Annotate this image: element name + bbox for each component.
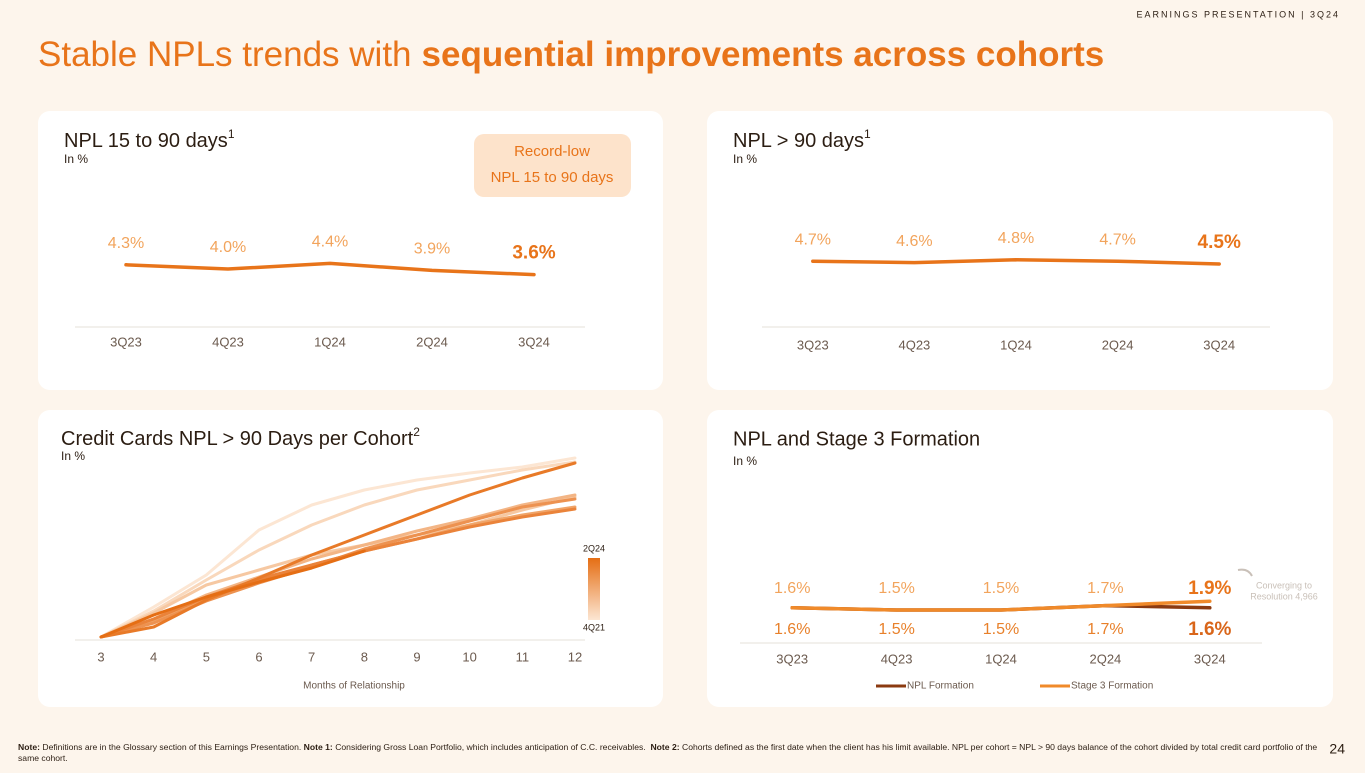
x-tick-label: 2Q24: [416, 334, 448, 349]
note-text: Considering Gross Loan Portfolio, which …: [335, 742, 646, 752]
data-label: 3.9%: [414, 241, 450, 258]
note-text: Definitions are in the Glossary section …: [42, 742, 302, 752]
data-label: 4.4%: [312, 234, 348, 251]
card: [707, 410, 1333, 707]
line: [99, 495, 577, 639]
badge: [474, 134, 631, 197]
note-label: Note 1:: [303, 742, 333, 752]
data-label: 1.5%: [878, 621, 914, 638]
x-tick-label: 11: [516, 649, 530, 664]
x-tick-label: 3Q24: [1203, 337, 1235, 352]
data-label: 1.6%: [774, 580, 810, 597]
x-tick-label: 3Q23: [797, 337, 829, 352]
legend-label: 4Q21: [583, 622, 605, 632]
title-superscript: 1: [228, 127, 235, 141]
x-tick-label: 6: [255, 649, 262, 664]
x-tick-label: 1Q24: [314, 334, 346, 349]
line: [99, 456, 577, 639]
line: [99, 549, 366, 639]
annotation-arrow: [1237, 568, 1253, 577]
note-label: Note 2:: [650, 742, 680, 752]
legend-label: NPL Formation: [907, 681, 974, 692]
title-text: Credit Cards NPL > 90 Days per Cohort: [61, 428, 414, 450]
data-label: 4.6%: [896, 233, 932, 250]
title-superscript: 2: [413, 425, 420, 439]
card: [707, 111, 1333, 390]
annotation: Converging to: [1256, 580, 1312, 590]
x-tick-label: 4Q23: [881, 651, 913, 666]
x-tick-label: 2Q24: [1102, 337, 1134, 352]
chart-subtitle: In %: [64, 152, 88, 166]
note-label: Note:: [18, 742, 40, 752]
data-label: 1.5%: [983, 580, 1019, 597]
x-tick-label: 4: [150, 649, 157, 664]
data-label: 4.5%: [1198, 232, 1241, 253]
chart-title: NPL 15 to 90 days1: [64, 127, 235, 152]
data-label: 3.6%: [512, 243, 555, 264]
data-label: 1.5%: [983, 621, 1019, 638]
line: [790, 599, 1212, 612]
x-tick-label: 3: [97, 649, 104, 664]
title-bold: sequential improvements across cohorts: [422, 35, 1105, 74]
title-regular: Stable NPLs trends with: [38, 35, 412, 74]
header-tag: EARNINGS PRESENTATION | 3Q24: [1136, 9, 1340, 19]
legend-label: Stage 3 Formation: [1071, 681, 1153, 692]
line: [99, 460, 577, 639]
chart-title: NPL > 90 days1: [733, 127, 871, 152]
data-label: 1.5%: [878, 580, 914, 597]
chart-subtitle: In %: [61, 449, 85, 463]
annotation: Resolution 4,966: [1250, 591, 1318, 601]
data-label: 4.7%: [795, 231, 831, 248]
x-tick-label: 4Q23: [898, 337, 930, 352]
x-tick-label: 7: [308, 649, 315, 664]
data-label: 4.3%: [108, 235, 144, 252]
data-label: 1.6%: [1188, 619, 1231, 640]
data-label: 1.7%: [1087, 621, 1123, 638]
line: [811, 258, 1221, 266]
x-tick-label: 2Q24: [1089, 651, 1121, 666]
x-tick-label: 10: [462, 649, 476, 664]
x-tick-label: 4Q23: [212, 334, 244, 349]
chart-subtitle: In %: [733, 152, 757, 166]
x-tick-label: 8: [361, 649, 368, 664]
data-label: 4.7%: [1099, 231, 1135, 248]
data-label: 1.6%: [774, 621, 810, 638]
title-superscript: 1: [864, 127, 871, 141]
legend-gradient: [588, 558, 600, 620]
x-tick-label: 1Q24: [985, 651, 1017, 666]
page-number: 24: [1329, 741, 1345, 757]
badge-text: NPL 15 to 90 days: [491, 169, 614, 186]
data-label: 1.7%: [1087, 580, 1123, 597]
x-tick-label: 12: [568, 649, 582, 664]
x-tick-label: 5: [203, 649, 210, 664]
data-label: 4.0%: [210, 239, 246, 256]
x-tick-label: 9: [413, 649, 420, 664]
chart-title: Credit Cards NPL > 90 Days per Cohort2: [61, 425, 420, 450]
legend-label: 2Q24: [583, 543, 605, 553]
title-text: NPL > 90 days: [733, 130, 864, 152]
data-label: 1.9%: [1188, 578, 1231, 599]
line: [124, 261, 536, 277]
title-text: NPL 15 to 90 days: [64, 130, 228, 152]
chart-title: NPL and Stage 3 Formation: [733, 428, 980, 450]
x-tick-label: 3Q23: [110, 334, 142, 349]
badge-text: Record-low: [514, 143, 590, 160]
note-text: Cohorts defined as the first date when t…: [18, 742, 1318, 763]
footnote: Note: Definitions are in the Glossary se…: [18, 742, 1318, 763]
slide-title: Stable NPLs trends with sequential improv…: [38, 35, 1104, 74]
x-tick-label: 3Q23: [776, 651, 808, 666]
x-tick-label: 3Q24: [518, 334, 550, 349]
x-tick-label: 1Q24: [1000, 337, 1032, 352]
x-tick-label: 3Q24: [1194, 651, 1226, 666]
line: [99, 461, 577, 639]
x-axis-label: Months of Relationship: [303, 681, 405, 692]
chart-subtitle: In %: [733, 454, 757, 468]
data-label: 4.8%: [998, 230, 1034, 247]
